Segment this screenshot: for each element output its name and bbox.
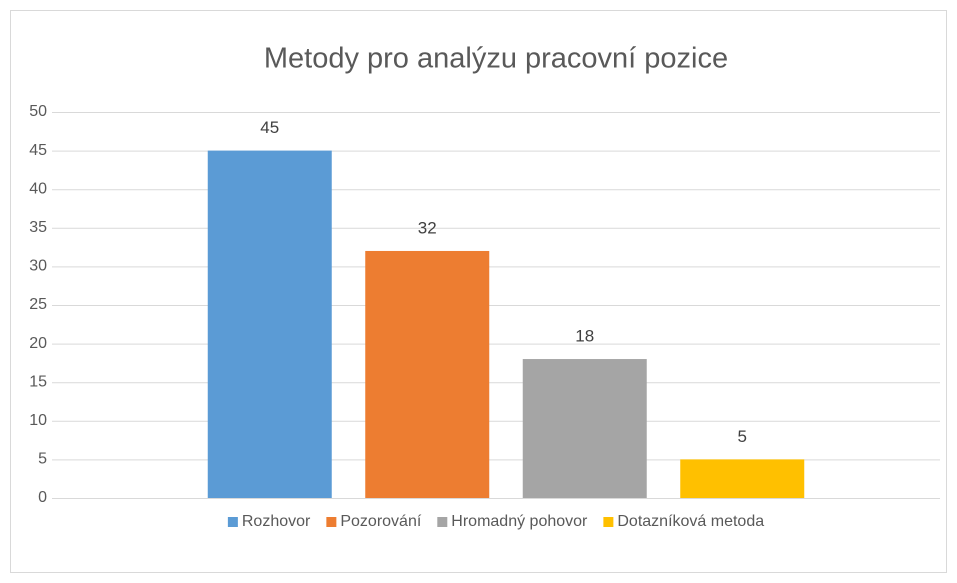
chart-title: Metody pro analýzu pracovní pozice: [264, 43, 728, 75]
data-label: 18: [575, 327, 594, 346]
y-tick-label: 5: [38, 451, 47, 468]
legend-label: Pozorování: [340, 513, 421, 530]
y-tick-label: 45: [29, 142, 47, 159]
legend-swatch: [326, 517, 337, 527]
legend-swatch: [603, 517, 614, 527]
y-tick-label: 40: [29, 180, 47, 197]
y-tick-label: 25: [29, 296, 47, 313]
data-label: 5: [738, 427, 747, 446]
legend-label: Hromadný pohovor: [451, 513, 588, 530]
data-label: 32: [418, 218, 437, 237]
legend-label: Dotazníková metoda: [617, 513, 764, 530]
bar: [522, 359, 647, 498]
bar: [680, 459, 805, 498]
legend-swatch: [227, 517, 238, 527]
y-tick-label: 20: [29, 335, 47, 352]
bar: [207, 150, 332, 498]
bar: [365, 250, 490, 498]
y-tick-label: 30: [29, 258, 47, 275]
y-tick-label: 10: [29, 412, 47, 429]
data-label: 45: [260, 118, 279, 137]
y-tick-label: 50: [29, 103, 47, 120]
y-tick-label: 35: [29, 219, 47, 236]
y-tick-label: 0: [38, 489, 47, 506]
legend-swatch: [437, 517, 448, 527]
y-tick-label: 15: [29, 373, 47, 390]
legend-label: Rozhovor: [242, 513, 311, 530]
